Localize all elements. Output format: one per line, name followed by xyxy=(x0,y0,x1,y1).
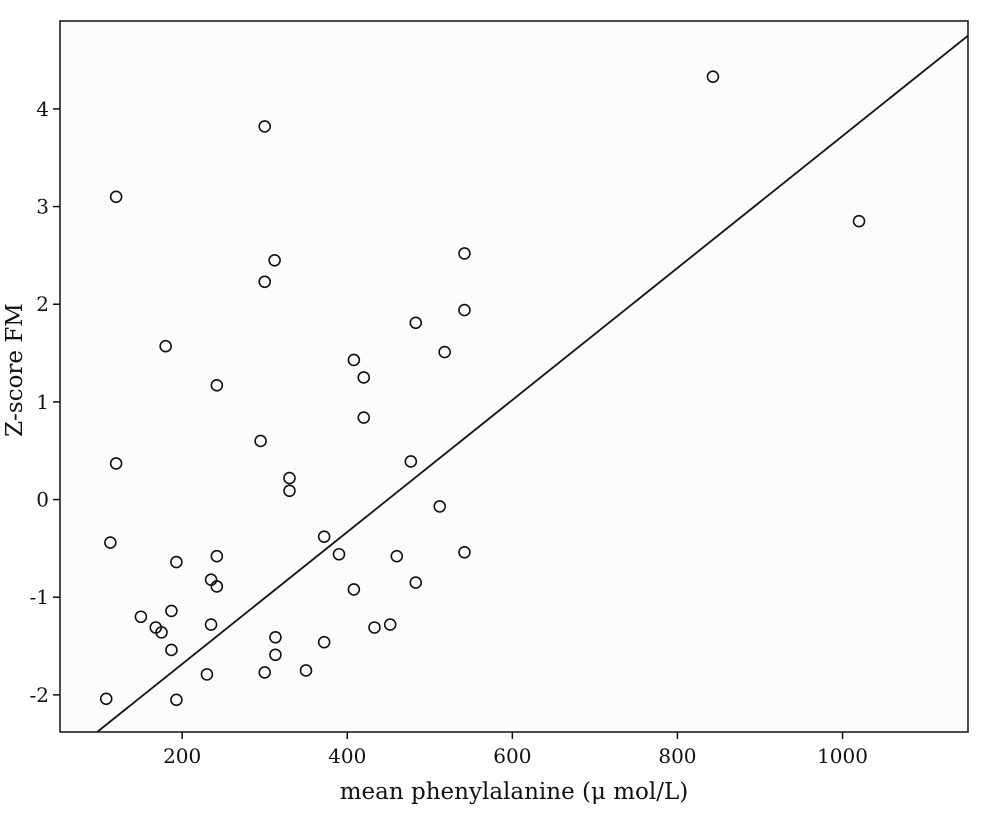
data-point-10 xyxy=(438,345,451,359)
data-point-2 xyxy=(109,190,123,204)
data-point-6 xyxy=(258,275,272,289)
data-point-41 xyxy=(165,643,178,657)
data-point-14 xyxy=(357,411,371,424)
data-point-12 xyxy=(357,371,371,384)
data-point-22 xyxy=(104,536,117,549)
data-point-25 xyxy=(390,549,404,563)
data-point-17 xyxy=(109,457,123,470)
x-tick-label-1000: 1000 xyxy=(817,744,868,768)
data-point-32 xyxy=(165,604,178,618)
y-axis-title: Z-score FM xyxy=(2,303,28,437)
data-point-42 xyxy=(269,648,282,662)
points-layer xyxy=(99,70,866,707)
fit-line xyxy=(96,34,969,733)
y-axis: -2 -1 0 1 2 3 4 xyxy=(30,97,60,707)
data-point-45 xyxy=(200,668,214,681)
data-point-31 xyxy=(347,583,361,596)
y-tick-label-2: 2 xyxy=(36,292,49,316)
data-point-5 xyxy=(268,253,281,267)
y-tick-label-4: 4 xyxy=(36,97,49,121)
x-tick-label-600: 600 xyxy=(493,744,531,768)
data-point-30 xyxy=(210,580,224,593)
x-axis: 200 400 600 800 1000 xyxy=(163,732,868,768)
data-point-38 xyxy=(368,621,381,634)
data-point-43 xyxy=(299,664,313,677)
x-tick-label-200: 200 xyxy=(163,744,201,768)
y-tick-label-0: 0 xyxy=(36,488,49,512)
data-point-40 xyxy=(317,635,331,649)
data-point-4 xyxy=(458,247,471,260)
y-tick-label--2: -2 xyxy=(30,683,49,707)
y-tick-label-1: 1 xyxy=(36,390,49,414)
data-point-11 xyxy=(347,353,361,367)
x-tick-label-800: 800 xyxy=(658,744,696,768)
data-point-46 xyxy=(99,692,113,706)
data-point-29 xyxy=(409,576,423,589)
data-point-47 xyxy=(170,693,183,707)
x-tick-label-400: 400 xyxy=(328,744,366,768)
plot-frame xyxy=(59,20,969,733)
data-point-36 xyxy=(204,618,218,631)
data-point-20 xyxy=(433,500,447,513)
data-point-19 xyxy=(283,484,296,498)
data-point-7 xyxy=(458,303,471,317)
data-point-27 xyxy=(170,555,183,569)
data-point-44 xyxy=(258,666,272,679)
data-point-39 xyxy=(269,630,282,644)
data-point-13 xyxy=(210,378,224,392)
data-point-26 xyxy=(210,549,224,563)
data-point-24 xyxy=(332,547,346,561)
data-point-9 xyxy=(159,339,172,353)
data-point-16 xyxy=(404,455,418,468)
data-point-15 xyxy=(254,434,267,448)
data-point-21 xyxy=(317,530,331,543)
x-axis-title: mean phenylalanine (μ mol/L) xyxy=(340,779,689,805)
data-point-0 xyxy=(706,70,720,83)
data-point-37 xyxy=(383,618,397,631)
data-point-8 xyxy=(409,316,423,330)
data-point-35 xyxy=(155,626,168,639)
data-point-3 xyxy=(852,214,866,228)
y-tick-label--1: -1 xyxy=(30,585,49,609)
data-point-1 xyxy=(258,120,272,133)
y-tick-label-3: 3 xyxy=(36,195,49,219)
data-point-23 xyxy=(458,545,471,559)
data-point-18 xyxy=(283,471,296,485)
data-point-33 xyxy=(134,610,148,624)
